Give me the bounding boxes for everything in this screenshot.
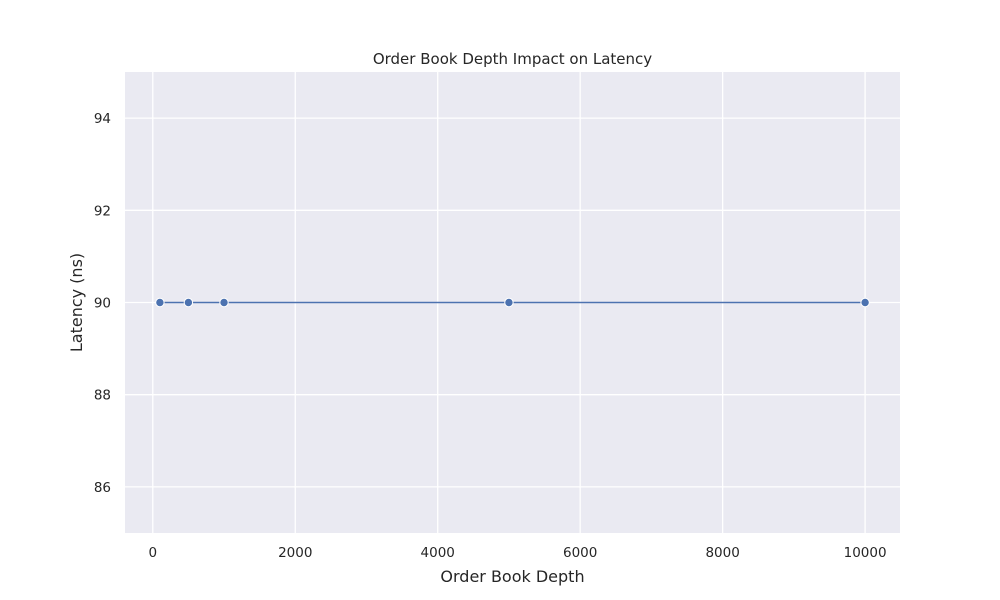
x-tick-label: 4000	[421, 545, 455, 561]
x-axis-label: Order Book Depth	[440, 567, 584, 586]
x-tick-labels: 0 2000 4000 6000 8000 10000	[148, 545, 886, 561]
chart-title: Order Book Depth Impact on Latency	[373, 50, 652, 68]
series-layer	[155, 297, 870, 308]
y-tick-label: 88	[94, 388, 111, 404]
y-tick-label: 92	[94, 203, 111, 219]
x-tick-label: 6000	[563, 545, 597, 561]
x-tick-label: 0	[148, 545, 157, 561]
x-tick-label: 10000	[844, 545, 887, 561]
data-point	[183, 297, 194, 308]
data-point	[155, 297, 165, 308]
y-tick-label: 86	[94, 480, 111, 496]
y-axis-label: Latency (ns)	[67, 253, 86, 352]
y-tick-label: 94	[94, 111, 111, 127]
x-tick-label: 8000	[705, 545, 739, 561]
y-tick-labels: 86 88 90 92 94	[94, 111, 111, 496]
x-tick-label: 2000	[278, 545, 312, 561]
data-point	[219, 297, 229, 308]
data-point	[504, 297, 514, 308]
data-point	[860, 297, 870, 308]
y-tick-label: 90	[94, 296, 111, 312]
